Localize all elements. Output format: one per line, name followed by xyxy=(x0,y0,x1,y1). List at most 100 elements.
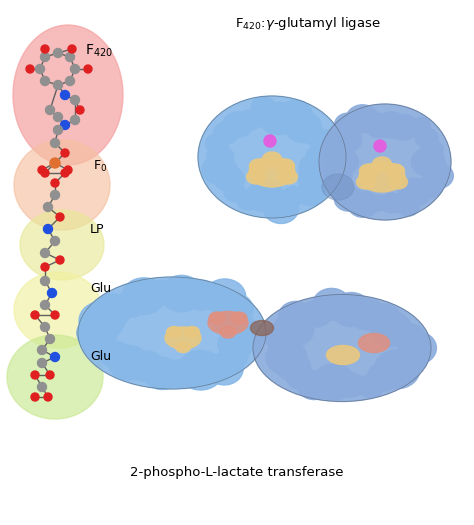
Ellipse shape xyxy=(206,353,243,385)
Ellipse shape xyxy=(370,311,412,347)
Circle shape xyxy=(54,125,63,134)
Circle shape xyxy=(44,393,52,401)
Circle shape xyxy=(51,191,60,200)
Ellipse shape xyxy=(279,100,312,128)
Circle shape xyxy=(374,140,386,152)
Circle shape xyxy=(56,256,64,264)
Ellipse shape xyxy=(246,170,265,184)
Ellipse shape xyxy=(263,152,282,166)
Circle shape xyxy=(65,52,74,61)
Ellipse shape xyxy=(213,122,239,144)
Ellipse shape xyxy=(397,324,425,348)
Circle shape xyxy=(71,65,80,74)
Ellipse shape xyxy=(264,194,299,224)
Ellipse shape xyxy=(359,164,379,178)
Ellipse shape xyxy=(313,364,355,400)
Circle shape xyxy=(71,96,80,104)
Ellipse shape xyxy=(122,278,165,314)
Circle shape xyxy=(71,116,80,124)
Ellipse shape xyxy=(285,112,321,142)
Ellipse shape xyxy=(205,134,228,154)
Ellipse shape xyxy=(207,145,234,169)
Circle shape xyxy=(36,65,45,74)
Ellipse shape xyxy=(325,162,352,185)
Circle shape xyxy=(54,80,63,89)
Ellipse shape xyxy=(269,335,300,361)
Ellipse shape xyxy=(266,340,307,375)
Circle shape xyxy=(61,169,69,177)
Circle shape xyxy=(40,248,49,257)
Ellipse shape xyxy=(347,191,378,217)
Circle shape xyxy=(51,352,60,362)
Ellipse shape xyxy=(214,306,253,339)
Ellipse shape xyxy=(306,141,344,173)
Ellipse shape xyxy=(356,175,375,189)
Ellipse shape xyxy=(224,183,246,202)
Ellipse shape xyxy=(415,129,438,148)
Ellipse shape xyxy=(385,164,404,178)
Text: 2-phospho-L-lactate transferase: 2-phospho-L-lactate transferase xyxy=(130,466,344,479)
Circle shape xyxy=(31,393,39,401)
Ellipse shape xyxy=(184,327,200,338)
Ellipse shape xyxy=(335,113,361,135)
Circle shape xyxy=(54,48,63,58)
Circle shape xyxy=(264,135,276,147)
Circle shape xyxy=(56,213,64,221)
Ellipse shape xyxy=(166,327,182,338)
Ellipse shape xyxy=(13,25,123,165)
Circle shape xyxy=(40,77,49,86)
Ellipse shape xyxy=(239,109,263,130)
Ellipse shape xyxy=(319,104,451,220)
Ellipse shape xyxy=(337,373,365,397)
Ellipse shape xyxy=(204,279,246,314)
Ellipse shape xyxy=(175,341,191,352)
Ellipse shape xyxy=(286,365,314,389)
Ellipse shape xyxy=(279,170,298,184)
Ellipse shape xyxy=(424,163,453,188)
Ellipse shape xyxy=(367,363,400,391)
Circle shape xyxy=(38,166,46,174)
Ellipse shape xyxy=(219,344,248,369)
Circle shape xyxy=(68,45,76,53)
Ellipse shape xyxy=(388,114,419,140)
Circle shape xyxy=(47,289,56,298)
Ellipse shape xyxy=(165,327,201,349)
Ellipse shape xyxy=(83,331,117,360)
Circle shape xyxy=(46,334,55,343)
Ellipse shape xyxy=(358,333,390,352)
Ellipse shape xyxy=(331,292,371,327)
Ellipse shape xyxy=(215,167,245,192)
Ellipse shape xyxy=(177,351,224,390)
Ellipse shape xyxy=(251,97,275,118)
Circle shape xyxy=(40,277,49,286)
Circle shape xyxy=(51,236,60,246)
Ellipse shape xyxy=(253,295,431,402)
Ellipse shape xyxy=(160,275,203,312)
Ellipse shape xyxy=(369,195,388,211)
Circle shape xyxy=(76,106,84,114)
Circle shape xyxy=(37,345,46,354)
Ellipse shape xyxy=(397,197,419,216)
Ellipse shape xyxy=(202,155,237,184)
Circle shape xyxy=(84,65,92,73)
Ellipse shape xyxy=(279,301,313,330)
Text: Glu: Glu xyxy=(90,282,111,295)
Ellipse shape xyxy=(376,112,406,138)
Circle shape xyxy=(61,149,69,157)
Ellipse shape xyxy=(264,324,293,349)
Ellipse shape xyxy=(77,316,117,350)
Ellipse shape xyxy=(249,159,268,173)
Ellipse shape xyxy=(283,186,305,206)
Ellipse shape xyxy=(299,152,336,184)
Ellipse shape xyxy=(365,113,393,138)
Text: F$_{420}$: F$_{420}$ xyxy=(85,43,113,59)
Ellipse shape xyxy=(334,187,363,211)
Ellipse shape xyxy=(322,174,354,200)
Ellipse shape xyxy=(144,358,181,390)
Ellipse shape xyxy=(359,162,405,192)
Ellipse shape xyxy=(329,126,362,153)
Circle shape xyxy=(41,169,49,177)
Circle shape xyxy=(31,371,39,379)
Circle shape xyxy=(31,311,39,319)
Ellipse shape xyxy=(349,299,386,330)
